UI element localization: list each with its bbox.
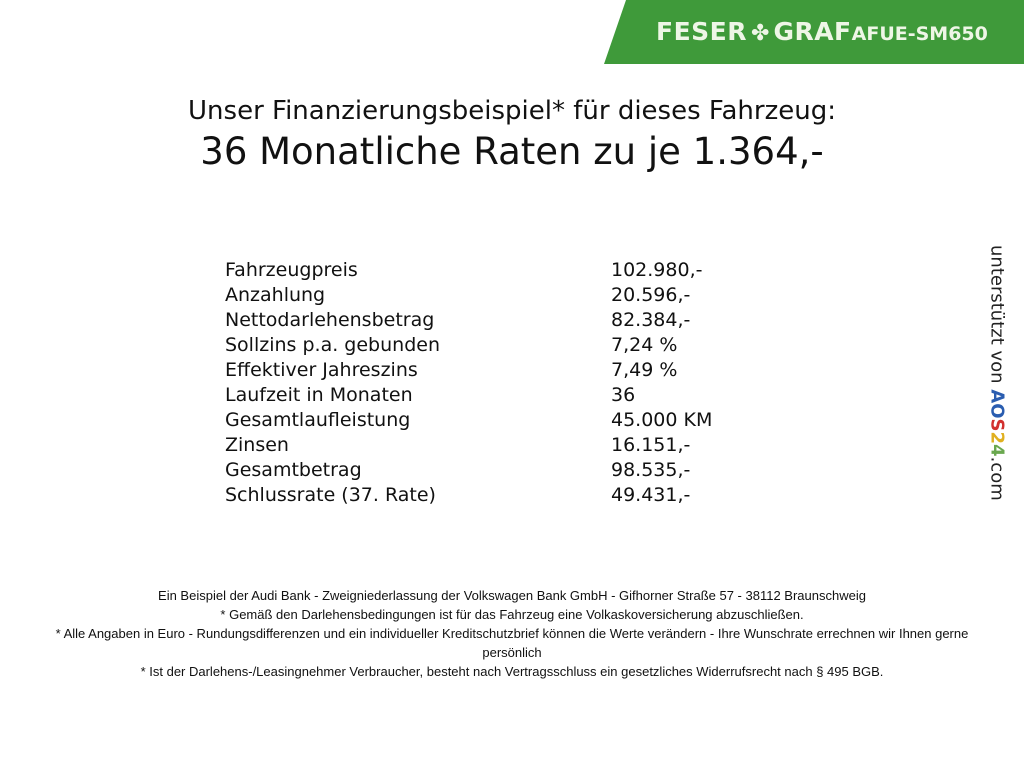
clover-icon: ✤	[751, 21, 770, 46]
detail-row: Gesamtlaufleistung 45.000 KM	[225, 408, 712, 433]
brand-right: GRAF	[773, 17, 852, 46]
detail-value: 20.596,-	[611, 284, 691, 306]
detail-value: 7,49 %	[611, 359, 678, 381]
detail-row: Sollzins p.a. gebunden 7,24 %	[225, 333, 712, 358]
financing-details: Fahrzeugpreis 102.980,- Anzahlung 20.596,- N…	[225, 258, 712, 508]
detail-label: Schlussrate (37. Rate)	[225, 484, 436, 506]
footer-line: * Alle Angaben in Euro - Rundungsdiffere…	[55, 626, 969, 660]
detail-label: Fahrzeugpreis	[225, 259, 358, 281]
detail-row: Fahrzeugpreis 102.980,-	[225, 258, 712, 283]
detail-value: 16.151,-	[611, 434, 691, 456]
aos24-logo: AOS24	[986, 389, 1008, 457]
legal-footer: Ein Beispiel der Audi Bank - Zweignieder…	[40, 586, 984, 681]
footer-line: * Ist der Darlehens-/Leasingnehmer Verbr…	[140, 664, 884, 679]
detail-value: 49.431,-	[611, 484, 691, 506]
detail-row: Laufzeit in Monaten 36	[225, 383, 712, 408]
dealer-banner: FESER ✤ GRAF AFUE-SM650	[604, 0, 1024, 64]
detail-label: Nettodarlehensbetrag	[225, 309, 435, 331]
detail-value: 82.384,-	[611, 309, 691, 331]
detail-label: Anzahlung	[225, 284, 326, 306]
brand-left: FESER	[656, 17, 747, 46]
detail-row: Schlussrate (37. Rate) 49.431,-	[225, 483, 712, 508]
supported-by-text: unterstützt von	[986, 245, 1008, 384]
detail-row: Zinsen 16.151,-	[225, 433, 712, 458]
monthly-rate-heading: 36 Monatliche Raten zu je 1.364,-	[200, 130, 824, 173]
detail-value: 7,24 %	[611, 334, 678, 356]
detail-row: Effektiver Jahreszins 7,49 %	[225, 358, 712, 383]
supported-by: unterstützt von AOS24.com	[987, 245, 1008, 501]
detail-row: Nettodarlehensbetrag 82.384,-	[225, 308, 712, 333]
detail-value: 45.000 KM	[611, 409, 713, 431]
detail-row: Anzahlung 20.596,-	[225, 283, 712, 308]
vehicle-code: AFUE-SM650	[851, 23, 988, 45]
detail-label: Laufzeit in Monaten	[225, 384, 413, 406]
detail-label: Sollzins p.a. gebunden	[225, 334, 440, 356]
detail-label: Gesamtbetrag	[225, 459, 362, 481]
detail-value: 98.535,-	[611, 459, 691, 481]
detail-label: Effektiver Jahreszins	[225, 359, 418, 381]
detail-value: 102.980,-	[611, 259, 703, 281]
supported-by-suffix: .com	[986, 456, 1008, 501]
detail-row: Gesamtbetrag 98.535,-	[225, 458, 712, 483]
detail-label: Zinsen	[225, 434, 289, 456]
detail-label: Gesamtlaufleistung	[225, 409, 411, 431]
financing-heading: Unser Finanzierungsbeispiel* für dieses …	[188, 96, 836, 126]
dealer-logo: FESER ✤ GRAF AFUE-SM650	[656, 17, 988, 46]
detail-value: 36	[611, 384, 636, 406]
footer-line: Ein Beispiel der Audi Bank - Zweignieder…	[158, 588, 866, 603]
footer-line: * Gemäß den Darlehensbedingungen ist für…	[220, 607, 804, 622]
